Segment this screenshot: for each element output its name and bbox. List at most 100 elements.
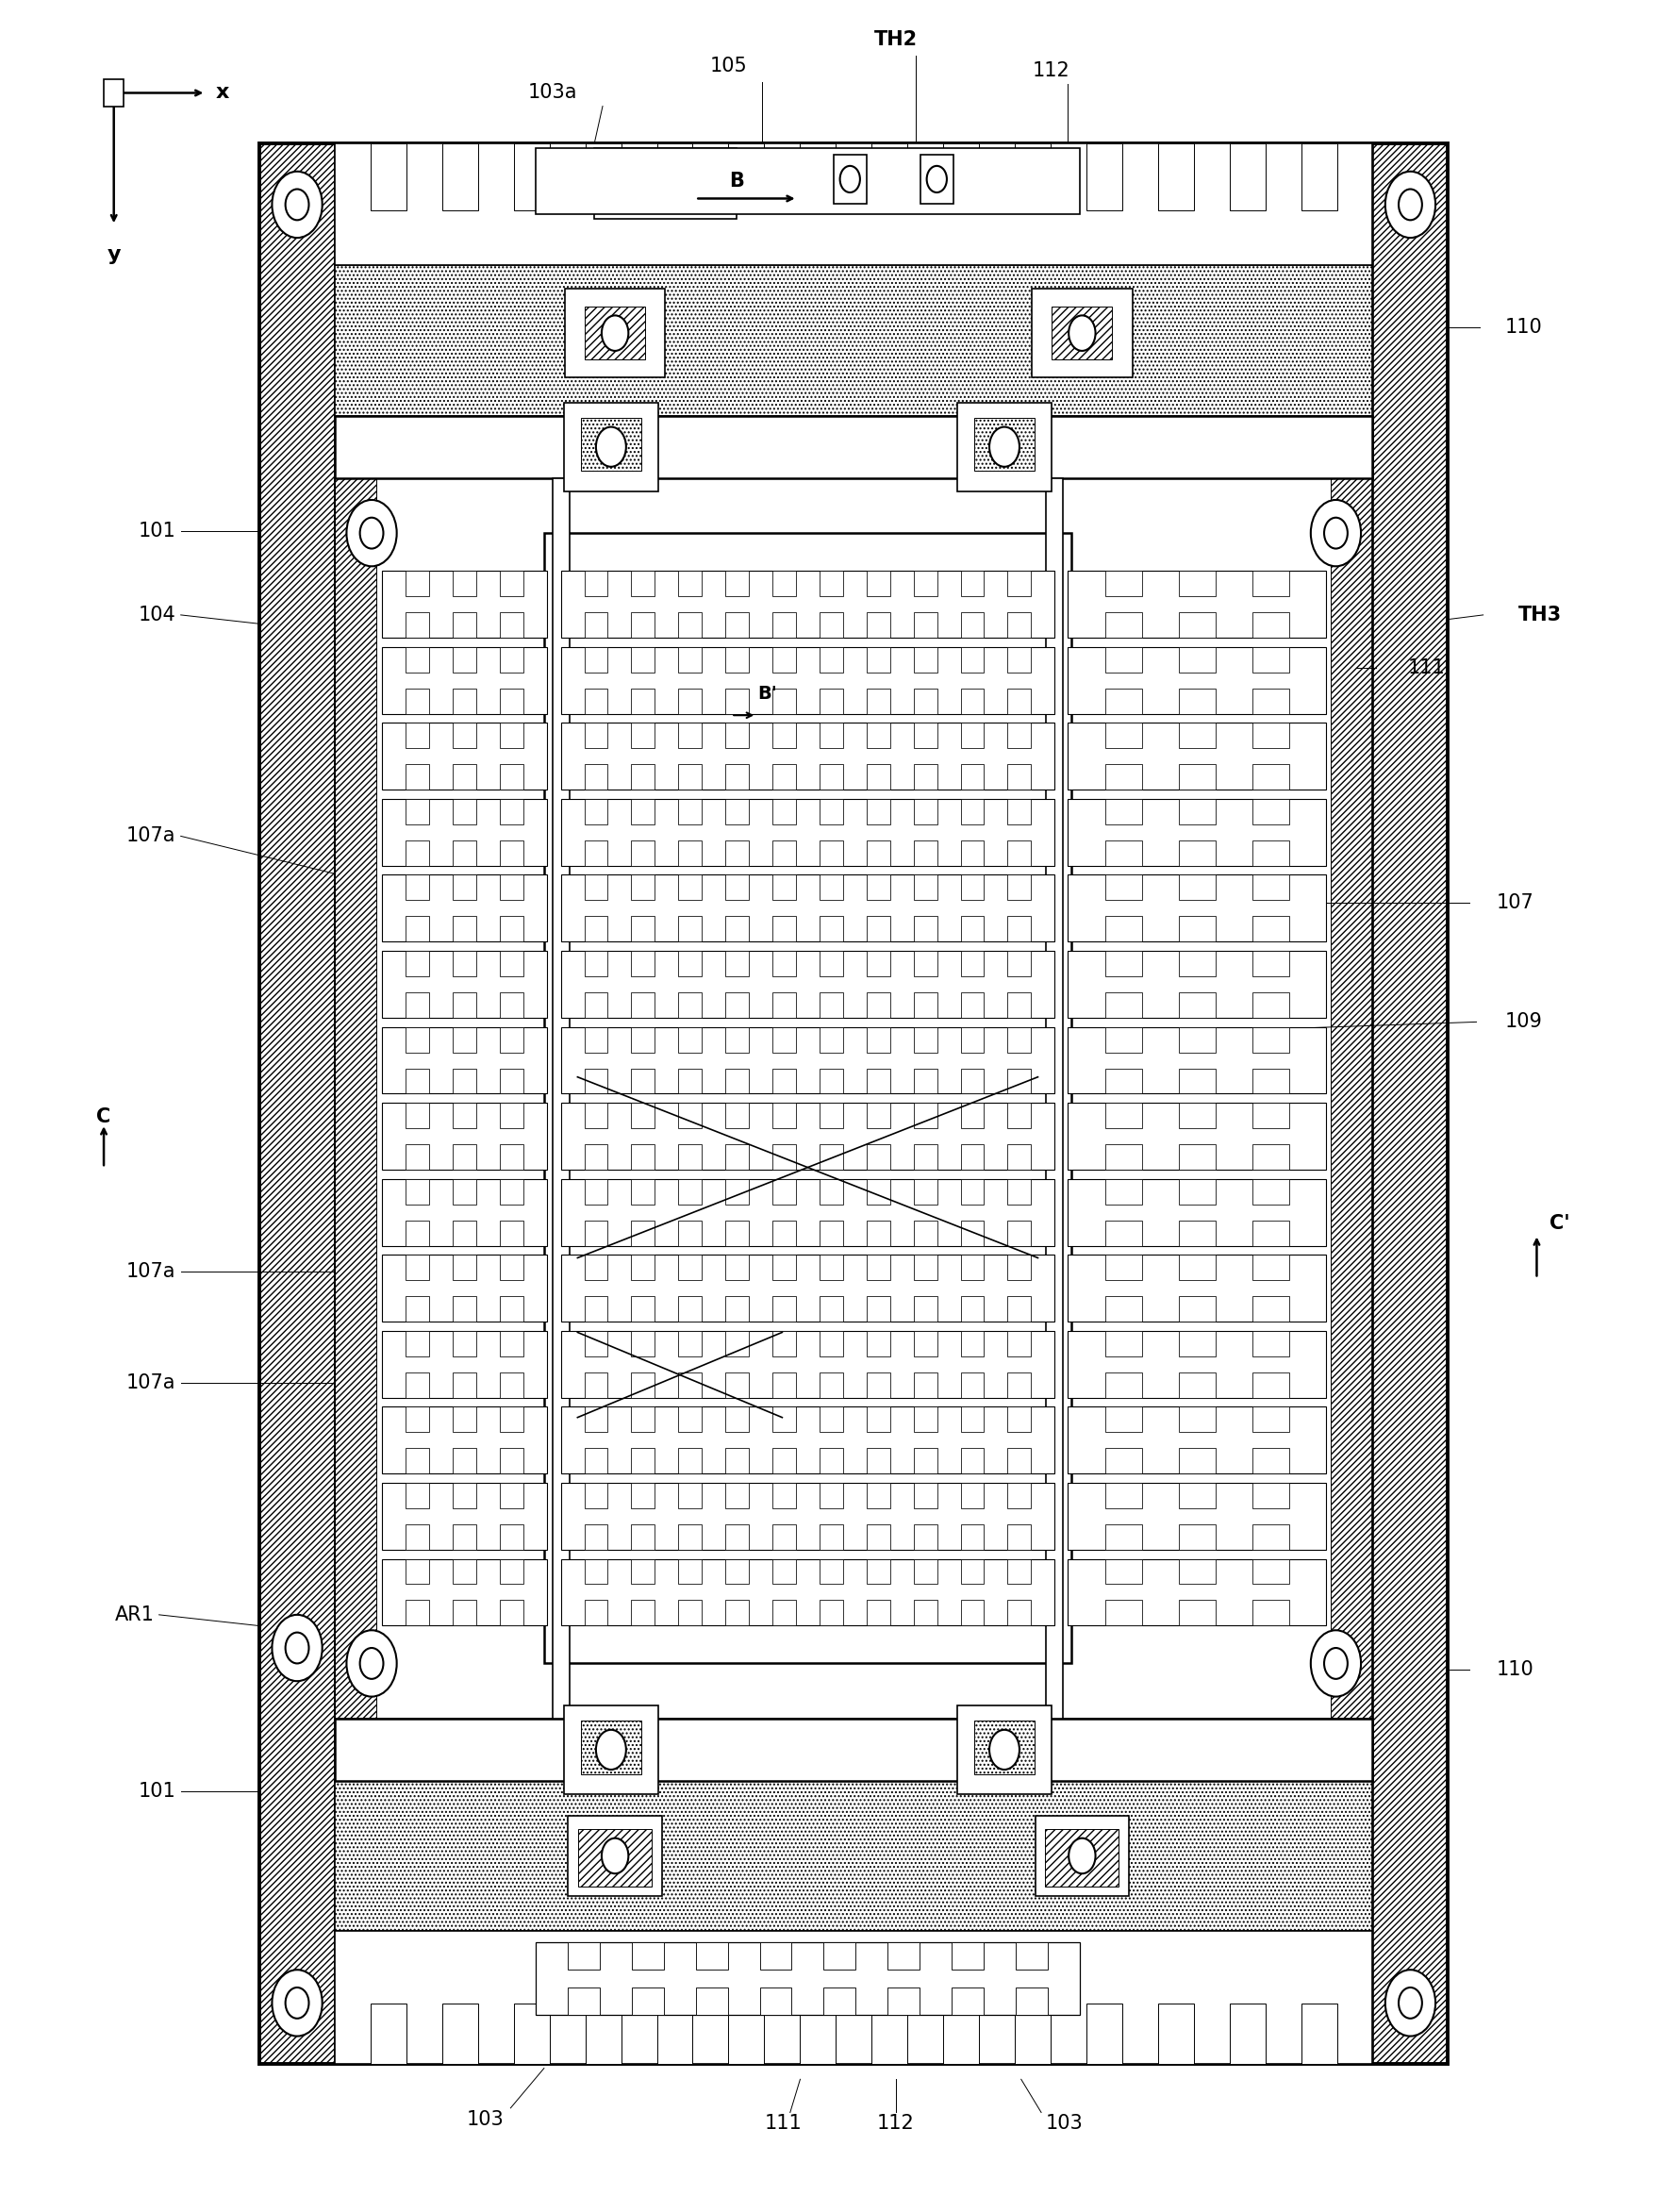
Bar xyxy=(584,1179,608,1203)
Bar xyxy=(1068,951,1326,1018)
Bar xyxy=(1158,2004,1194,2064)
Bar xyxy=(452,1407,477,1431)
Bar xyxy=(1252,1296,1289,1323)
Bar xyxy=(382,1254,547,1323)
Circle shape xyxy=(1324,1648,1348,1679)
Bar xyxy=(561,1407,1055,1473)
Bar xyxy=(567,1816,661,1896)
Bar xyxy=(405,951,429,975)
Bar xyxy=(1178,1068,1215,1093)
Bar xyxy=(1068,1482,1326,1551)
Bar xyxy=(631,916,655,942)
Bar xyxy=(584,1559,608,1584)
Circle shape xyxy=(347,500,397,566)
Bar xyxy=(631,1254,655,1281)
Bar xyxy=(914,841,937,865)
Bar xyxy=(1178,951,1215,975)
Bar xyxy=(1014,2004,1051,2064)
Bar xyxy=(1105,723,1142,748)
Bar xyxy=(1252,571,1289,597)
Bar xyxy=(725,1179,748,1203)
Bar xyxy=(501,874,524,900)
Bar xyxy=(561,1104,1055,1170)
Bar xyxy=(1105,1144,1142,1170)
Bar xyxy=(914,799,937,825)
Text: 104: 104 xyxy=(139,606,176,624)
Bar xyxy=(961,1371,984,1398)
Bar xyxy=(1105,765,1142,790)
Bar xyxy=(961,1104,984,1128)
Bar xyxy=(678,1482,701,1509)
Bar xyxy=(501,1068,524,1093)
Bar xyxy=(678,951,701,975)
Bar xyxy=(1105,841,1142,865)
Bar xyxy=(678,1407,701,1431)
Bar xyxy=(335,265,1373,416)
Bar xyxy=(1252,613,1289,637)
Bar xyxy=(961,1026,984,1053)
Bar xyxy=(382,571,547,637)
Bar xyxy=(914,951,937,975)
Bar xyxy=(1008,688,1031,714)
Circle shape xyxy=(840,166,860,192)
Bar xyxy=(370,144,407,210)
Circle shape xyxy=(1324,518,1348,549)
Bar xyxy=(1178,571,1215,597)
Bar xyxy=(725,1599,748,1626)
Bar xyxy=(820,613,844,637)
Bar xyxy=(961,723,984,748)
Bar xyxy=(501,1104,524,1128)
Bar xyxy=(584,1104,608,1128)
Bar xyxy=(772,1104,795,1128)
Bar xyxy=(1252,1371,1289,1398)
Circle shape xyxy=(1068,1838,1095,1874)
Bar xyxy=(725,1332,748,1356)
Bar xyxy=(678,1599,701,1626)
Bar xyxy=(335,1931,1373,2064)
Circle shape xyxy=(1384,1971,1435,2035)
Bar xyxy=(584,1449,608,1473)
Bar xyxy=(961,1599,984,1626)
Bar xyxy=(772,613,795,637)
Bar xyxy=(824,1942,855,1971)
Text: 107a: 107a xyxy=(126,827,176,845)
Bar xyxy=(725,951,748,975)
Bar xyxy=(514,144,549,210)
Bar xyxy=(584,1144,608,1170)
Bar xyxy=(382,799,547,865)
Bar xyxy=(1229,2004,1266,2064)
Bar xyxy=(1008,1221,1031,1245)
Bar xyxy=(405,841,429,865)
Bar xyxy=(1068,874,1326,942)
Text: 110: 110 xyxy=(1497,1661,1533,1679)
Bar xyxy=(1105,1524,1142,1551)
Bar xyxy=(584,1524,608,1551)
Bar xyxy=(974,1721,1035,1774)
Bar xyxy=(501,1371,524,1398)
Bar xyxy=(725,1371,748,1398)
Bar xyxy=(259,144,1448,2064)
Bar xyxy=(914,613,937,637)
Bar xyxy=(772,993,795,1018)
Bar xyxy=(561,723,1055,790)
Bar xyxy=(501,688,524,714)
Bar xyxy=(1252,765,1289,790)
Bar xyxy=(914,1144,937,1170)
Bar xyxy=(867,765,891,790)
Bar xyxy=(1008,1104,1031,1128)
Bar xyxy=(1008,723,1031,748)
Bar xyxy=(405,646,429,672)
Bar xyxy=(1008,1599,1031,1626)
Bar xyxy=(1068,723,1326,790)
Bar xyxy=(1252,841,1289,865)
Bar xyxy=(631,951,655,975)
Bar xyxy=(772,1026,795,1053)
Circle shape xyxy=(601,316,628,352)
Bar xyxy=(772,951,795,975)
Bar xyxy=(867,1449,891,1473)
Bar xyxy=(405,1179,429,1203)
Bar xyxy=(452,993,477,1018)
Bar xyxy=(1178,1559,1215,1584)
Bar xyxy=(678,874,701,900)
Bar xyxy=(561,1026,1055,1093)
